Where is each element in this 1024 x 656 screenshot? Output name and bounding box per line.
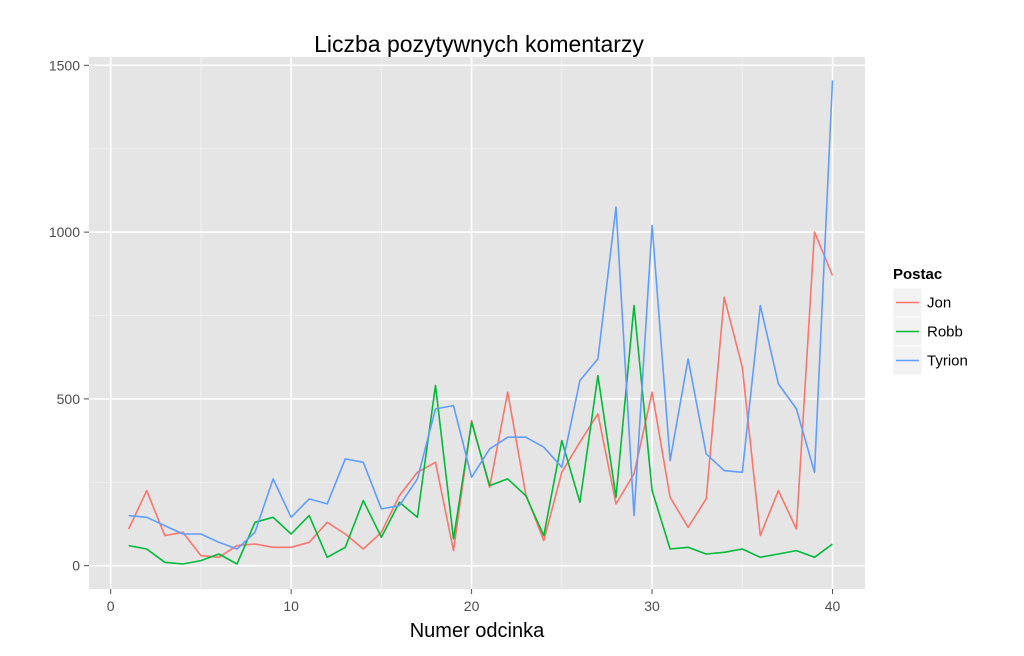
legend-label-tyrion: Tyrion (927, 353, 968, 370)
y-axis: 0 500 1000 1500 (49, 57, 89, 574)
legend-title: Postac (893, 266, 942, 283)
y-tick-label: 500 (57, 391, 81, 407)
legend: Postac Jon Robb Tyrion (892, 266, 968, 376)
y-tick-label: 1500 (49, 57, 80, 73)
y-tick-label: 1000 (49, 224, 80, 240)
gridlines (89, 57, 865, 589)
series-line-robb (128, 304, 833, 565)
x-tick-label: 0 (107, 598, 115, 614)
x-axis-title: Numer odcinka (410, 620, 545, 642)
x-axis: 0 10 20 30 40 (107, 589, 841, 614)
y-tick-label: 0 (72, 558, 80, 574)
x-tick-label: 20 (464, 598, 480, 614)
chart-title: Liczba pozytywnych komentarzy (314, 31, 644, 57)
plot-panel (89, 57, 865, 589)
series-line-tyrion (128, 80, 834, 550)
x-tick-label: 10 (283, 598, 299, 614)
x-tick-label: 40 (825, 598, 841, 614)
legend-label-jon: Jon (927, 295, 951, 312)
x-tick-label: 30 (644, 598, 660, 614)
legend-label-robb: Robb (927, 324, 963, 341)
series-lines (127, 80, 834, 565)
